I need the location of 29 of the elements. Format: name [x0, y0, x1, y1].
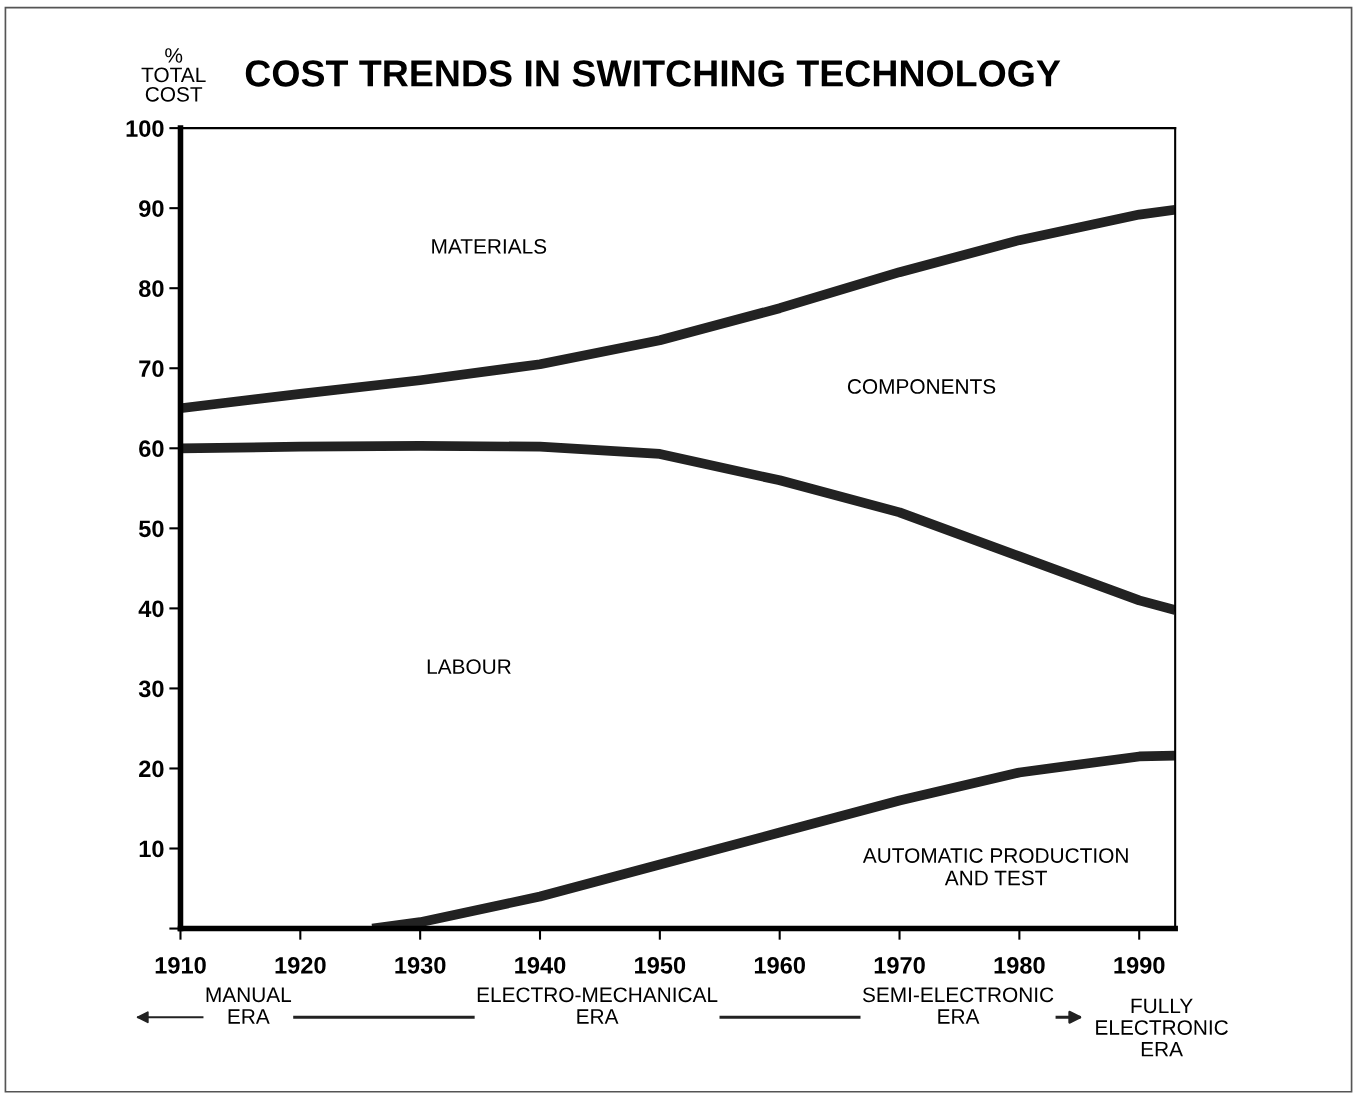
x-tick-label: 1920	[275, 956, 326, 974]
x-tick-label: 1960	[754, 956, 805, 974]
annotation: MATERIALS	[432, 239, 547, 254]
x-tick-label: 1950	[635, 956, 686, 974]
text: MANUAL ERA	[206, 987, 292, 1024]
annotation: AUTOMATIC PRODUCTION AND TEST	[862, 848, 1128, 886]
y-tick-label: 30	[138, 680, 164, 698]
x-tick-label: 1980	[994, 956, 1045, 974]
x-tick-label: 1970	[874, 956, 925, 974]
y-tick-label: 100	[126, 120, 164, 137]
chart-title: COST TRENDS IN SWITCHING TECHNOLOGY	[245, 60, 1061, 87]
x-tick-label: 1930	[395, 956, 446, 974]
y-tick-label: 10	[139, 840, 164, 858]
y-tick-label: 40	[138, 600, 164, 618]
annotation: COMPONENTS	[847, 379, 996, 394]
x-tick-label: 1990	[1114, 956, 1165, 974]
x-tick-label: 1910	[155, 956, 206, 974]
text: FULLY ELECTRONIC ERA	[1096, 998, 1228, 1057]
y-tick-label: 70	[139, 360, 164, 378]
x-tick-label: 1940	[515, 956, 566, 974]
y-tick-label: 60	[139, 440, 164, 458]
text: SEMI-ELECTRONIC ERA	[862, 987, 1054, 1024]
y-tick-label: 90	[139, 200, 164, 217]
y-tick-label: 20	[139, 760, 164, 778]
annotation: LABOUR	[427, 659, 511, 675]
text: ELECTRO-MECHANICAL ERA	[477, 987, 718, 1024]
y-axis-title: % TOTAL COST	[141, 48, 206, 102]
y-tick-label: 50	[138, 520, 164, 538]
y-tick-label: 80	[139, 280, 164, 297]
